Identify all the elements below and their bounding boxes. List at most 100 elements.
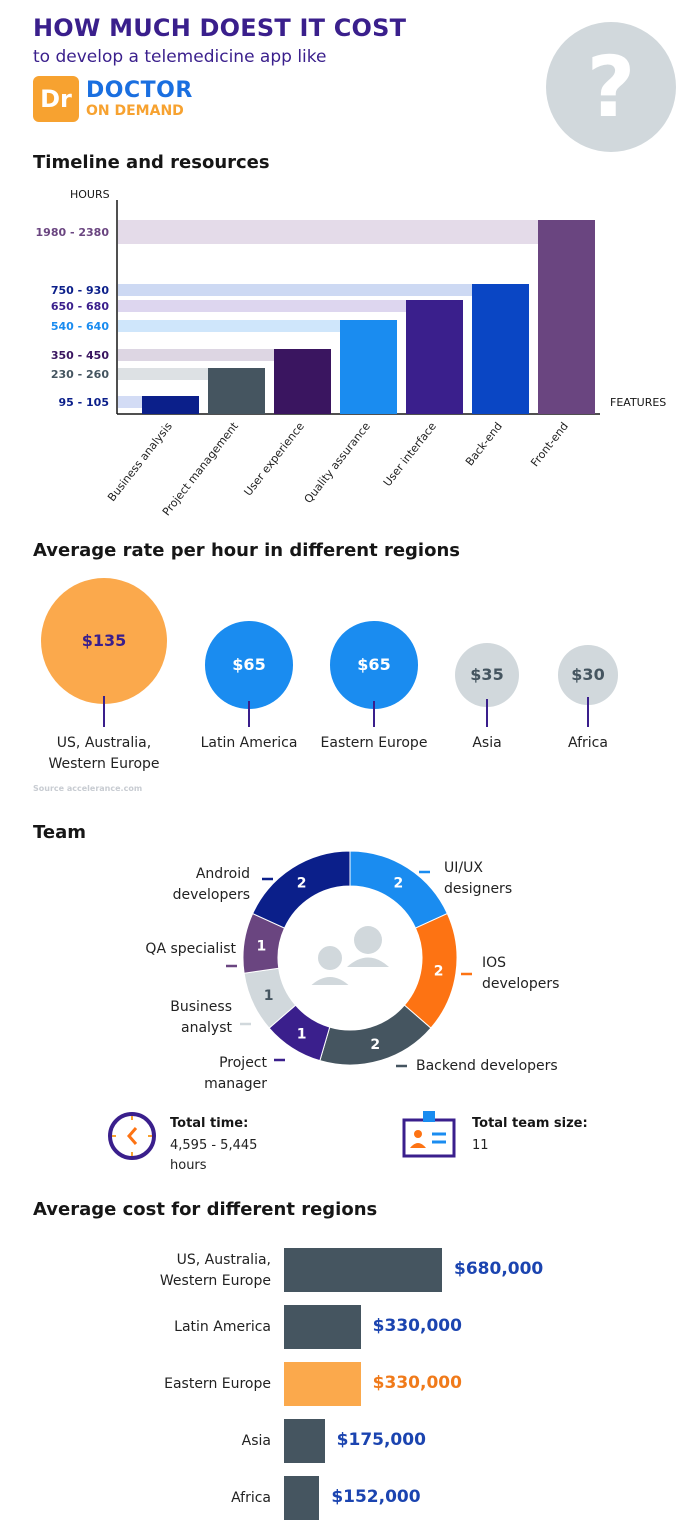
cost-region-label-eastern-europe: Eastern Europe [164, 1376, 271, 1392]
bar-business-analysis [142, 396, 199, 414]
cost-region-label-us-australia-western-europe: US, Australia, [176, 1252, 271, 1268]
cost-value-latin-america: $330,000 [372, 1316, 462, 1336]
team-section-title: Team [33, 822, 86, 843]
rate-value-asia: $35 [470, 665, 504, 684]
range-label-project-management: 230 - 260 [51, 368, 109, 381]
rate-bubble-latin-america [205, 621, 293, 709]
bar-user-experience [274, 349, 331, 414]
category-label-user-interface: User interface [381, 420, 439, 489]
team-donut-chart: 2 2 2 1 1 1 2 [226, 850, 472, 1068]
range-band-back-end [118, 284, 472, 296]
cost-bar-asia [284, 1419, 325, 1463]
team-label-ios-developers-line2: developers [482, 976, 560, 992]
team-label-business-analyst-line2: analyst [181, 1020, 232, 1036]
team-label-project-manager-line2: manager [204, 1076, 267, 1092]
rate-region-label-eastern-europe: Eastern Europe [320, 735, 428, 751]
team-label-project-manager: Project [219, 1055, 267, 1071]
cost-bar-us-australia-western-europe [284, 1248, 442, 1292]
total-team-size-label: Total team size: [472, 1116, 588, 1131]
cost-bar-africa [284, 1476, 320, 1520]
bar-project-management [208, 368, 265, 414]
x-axis-label: FEATURES [610, 396, 666, 409]
question-mark-icon: ? [546, 22, 676, 152]
y-axis-label: HOURS [70, 188, 110, 201]
rate-bubble-asia [454, 642, 520, 708]
page-title: HOW MUCH DOEST IT COST [33, 14, 407, 42]
rate-bubble-eastern-europe [330, 621, 418, 709]
timeline-bar-chart: HOURS 95 - 105 230 - 260 350 - 450 540 - 640… [36, 188, 667, 518]
category-label-back-end: Back-end [463, 420, 505, 469]
range-band-business-analysis [118, 396, 142, 408]
donut-slice-android-developers [252, 850, 351, 929]
donut-value-project-manager: 1 [297, 1026, 307, 1042]
team-label-android-developers: Android [195, 866, 250, 882]
source-note: Source accelerance.com [33, 784, 143, 793]
donut-value-ios-developers: 2 [434, 964, 444, 980]
team-label-ui-ux-designers: UI/UX [444, 860, 483, 876]
team-label-ui-ux-designers-line2: designers [444, 881, 513, 897]
rate-bubble-africa [558, 645, 618, 705]
range-label-user-experience: 350 - 450 [51, 349, 109, 362]
rate-value-africa: $30 [571, 665, 605, 684]
page-subtitle: to develop a telemedicine app like [33, 47, 327, 67]
total-time-label: Total time: [170, 1116, 249, 1131]
range-band-quality-assurance [118, 320, 340, 332]
cost-value-us-australia-western-europe: $680,000 [454, 1259, 544, 1279]
range-label-quality-assurance: 540 - 640 [51, 320, 109, 333]
cost-region-label-us-australia-western-europe-line2: Western Europe [159, 1273, 271, 1289]
range-band-user-interface [118, 300, 406, 312]
rate-region-label-africa: Africa [568, 735, 608, 751]
logo-text-on-demand: ON DEMAND [86, 103, 184, 119]
category-label-business-analysis: Business analysis [105, 420, 175, 504]
rate-value-eastern-europe: $65 [357, 655, 391, 674]
total-time-value: 4,595 - 5,445 [170, 1138, 258, 1153]
range-label-front-end: 1980 - 2380 [36, 226, 110, 239]
rate-bubble-us-australia-western-europe [41, 578, 167, 704]
range-band-project-management [118, 368, 208, 380]
id-badge-icon [402, 1111, 456, 1158]
rate-value-latin-america: $65 [232, 655, 266, 674]
rate-connector-eastern-europe [373, 700, 375, 727]
category-label-quality-assurance: Quality assurance [302, 420, 373, 506]
donut-value-business-analyst: 1 [264, 988, 274, 1004]
rate-connector-us-australia-western-europe [103, 696, 105, 727]
team-label-backend-developers: Backend developers [416, 1058, 558, 1074]
cost-bar-eastern-europe [284, 1362, 361, 1406]
range-band-user-experience [118, 349, 274, 361]
team-label-business-analyst: Business [170, 999, 232, 1015]
rate-region-label-us-australia-western-europe-line2: Western Europe [48, 756, 160, 772]
category-label-user-experience: User experience [241, 420, 307, 499]
doctor-on-demand-logo-mark: Dr [33, 76, 79, 122]
rates-section-title: Average rate per hour in different regio… [33, 540, 460, 561]
cost-region-label-africa: Africa [231, 1490, 271, 1506]
range-label-business-analysis: 95 - 105 [59, 396, 110, 409]
total-team-size-value: 11 [472, 1138, 489, 1153]
bar-back-end [472, 284, 529, 414]
rate-region-label-latin-america: Latin America [200, 735, 298, 751]
regional-cost-bar-chart: $680,000 US, Australia, Western Europe $330… [0, 1230, 700, 1528]
bar-quality-assurance [340, 320, 397, 414]
rate-value-us-australia-western-europe: $135 [81, 631, 127, 650]
rate-connector-latin-america [248, 700, 250, 727]
range-band-front-end [118, 220, 595, 244]
cost-region-label-asia: Asia [241, 1433, 271, 1449]
donut-value-qa-specialist: 1 [257, 938, 267, 954]
cost-value-eastern-europe: $330,000 [372, 1373, 462, 1393]
total-time-unit: hours [170, 1158, 207, 1173]
rate-region-label-us-australia-western-europe: US, Australia, [56, 735, 152, 751]
donut-value-backend-developers: 2 [370, 1037, 380, 1053]
cost-value-asia: $175,000 [336, 1430, 426, 1450]
range-label-back-end: 750 - 930 [51, 284, 109, 297]
team-label-ios-developers: IOS [482, 955, 507, 971]
cost-value-africa: $152,000 [331, 1487, 421, 1507]
rate-region-label-asia: Asia [472, 735, 502, 751]
donut-value-android-developers: 2 [297, 876, 307, 892]
timeline-section-title: Timeline and resources [33, 152, 270, 173]
bar-front-end [538, 220, 595, 414]
cost-region-label-latin-america: Latin America [174, 1319, 271, 1335]
rate-connector-asia [486, 699, 488, 727]
donut-value-ui-ux-designers: 2 [394, 876, 404, 892]
category-label-project-management: Project management [160, 419, 241, 518]
bar-user-interface [406, 300, 463, 414]
logo-text-doctor: DOCTOR [86, 78, 193, 103]
